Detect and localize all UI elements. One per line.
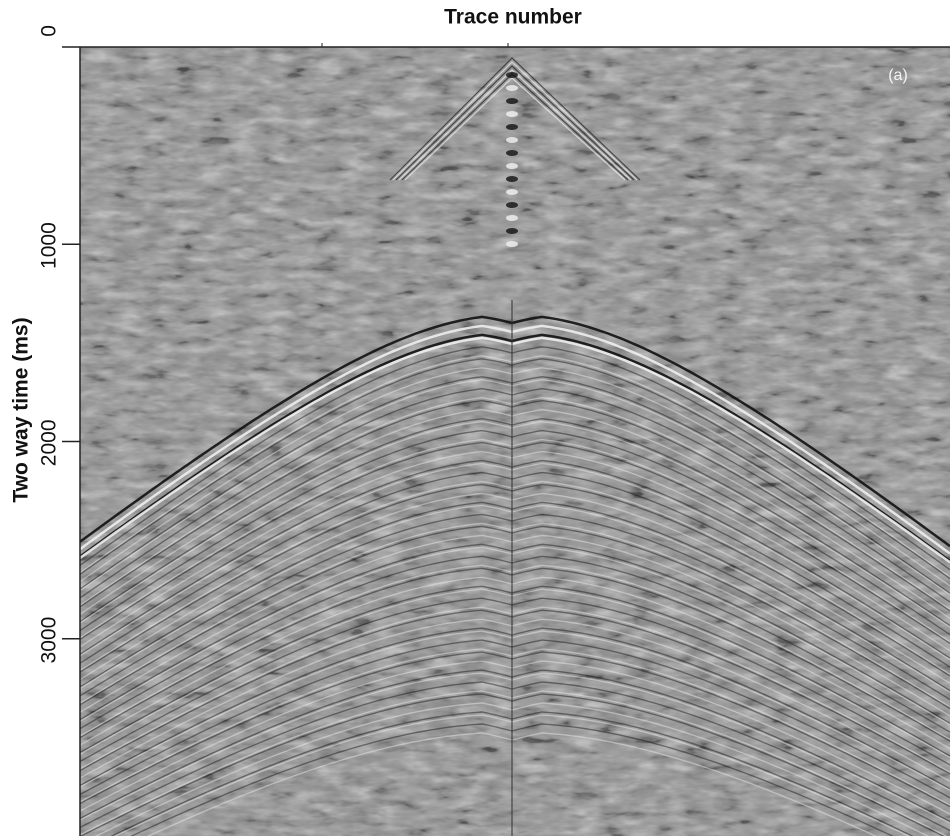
apex-wavelet — [506, 163, 518, 169]
apex-wavelet — [506, 124, 518, 130]
apex-wavelet — [506, 228, 518, 234]
apex-wavelet — [506, 215, 518, 221]
apex-wavelet — [506, 189, 518, 195]
page: Trace number Two way time (ms) (a) 0 1000… — [0, 0, 950, 836]
apex-wavelet — [506, 111, 518, 117]
y-tick-label: 1000 — [38, 222, 61, 269]
x-axis-title: Trace number — [444, 6, 582, 29]
apex-wavelet — [506, 241, 518, 247]
y-tick-label: 3000 — [38, 617, 61, 664]
chart: Trace number Two way time (ms) (a) 0 1000… — [0, 0, 950, 836]
apex-wavelet — [506, 202, 518, 208]
panel-label: (a) — [888, 67, 908, 84]
y-tick-label: 2000 — [38, 420, 61, 467]
apex-wavelet — [506, 137, 518, 143]
apex-wavelet — [506, 176, 518, 182]
seismic-image — [80, 47, 950, 836]
apex-wavelet — [506, 150, 518, 156]
y-axis-title: Two way time (ms) — [10, 317, 33, 502]
apex-wavelet — [506, 72, 518, 78]
apex-wavelet — [506, 85, 518, 91]
apex-wavelet — [506, 98, 518, 104]
y-tick-label: 0 — [38, 25, 61, 37]
